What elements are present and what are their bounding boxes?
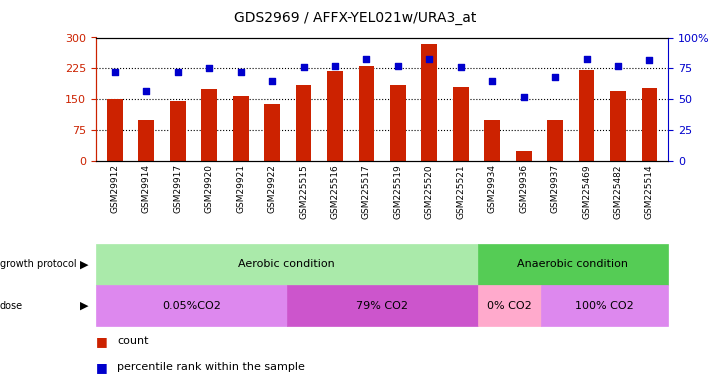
Point <box>612 63 624 69</box>
Point <box>141 88 152 94</box>
Bar <box>610 91 626 161</box>
Text: 0.05%CO2: 0.05%CO2 <box>162 301 221 310</box>
Point <box>298 64 309 70</box>
Bar <box>390 85 406 161</box>
Point <box>235 69 246 75</box>
Bar <box>453 87 469 161</box>
Text: ▶: ▶ <box>80 301 89 310</box>
Point <box>455 64 466 70</box>
Point <box>360 56 372 62</box>
Point <box>203 65 215 71</box>
Bar <box>296 85 311 161</box>
Bar <box>547 120 563 161</box>
Bar <box>327 70 343 161</box>
Point <box>424 56 435 62</box>
Point <box>392 63 404 69</box>
Text: Anaerobic condition: Anaerobic condition <box>518 260 629 269</box>
Point <box>329 63 341 69</box>
Bar <box>232 96 249 161</box>
Point <box>643 57 655 63</box>
Text: ■: ■ <box>96 361 112 374</box>
Point <box>518 94 530 100</box>
Text: percentile rank within the sample: percentile rank within the sample <box>117 363 305 372</box>
Bar <box>201 89 217 161</box>
Bar <box>358 66 374 161</box>
Text: ■: ■ <box>96 335 112 348</box>
Text: count: count <box>117 336 149 346</box>
Point <box>581 56 592 62</box>
Text: GDS2969 / AFFX-YEL021w/URA3_at: GDS2969 / AFFX-YEL021w/URA3_at <box>235 11 476 25</box>
Text: ▶: ▶ <box>80 260 89 269</box>
Point <box>172 69 183 75</box>
Bar <box>641 88 658 161</box>
Text: Aerobic condition: Aerobic condition <box>238 260 335 269</box>
Point <box>486 78 498 84</box>
Bar <box>139 120 154 161</box>
Bar <box>422 44 437 161</box>
Point <box>267 78 278 84</box>
Text: dose: dose <box>0 301 23 310</box>
Text: 0% CO2: 0% CO2 <box>487 301 532 310</box>
Bar <box>484 120 500 161</box>
Bar <box>170 100 186 161</box>
Text: growth protocol: growth protocol <box>0 260 77 269</box>
Point <box>550 74 561 80</box>
Bar <box>515 151 532 161</box>
Text: 100% CO2: 100% CO2 <box>575 301 634 310</box>
Point <box>109 69 121 75</box>
Text: 79% CO2: 79% CO2 <box>356 301 408 310</box>
Bar <box>107 99 123 161</box>
Bar <box>264 104 280 161</box>
Bar <box>579 70 594 161</box>
